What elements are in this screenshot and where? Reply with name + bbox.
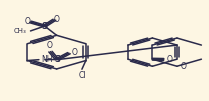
Text: O: O — [72, 48, 78, 57]
Text: O: O — [180, 62, 186, 71]
Text: S: S — [42, 22, 48, 31]
Text: O: O — [25, 17, 31, 26]
Text: O: O — [46, 41, 52, 50]
Text: O: O — [167, 55, 173, 64]
Text: CH₃: CH₃ — [14, 28, 27, 34]
Text: Cl: Cl — [78, 71, 86, 80]
Text: S: S — [54, 55, 60, 64]
Text: O: O — [54, 15, 60, 24]
Text: NH: NH — [41, 55, 52, 64]
